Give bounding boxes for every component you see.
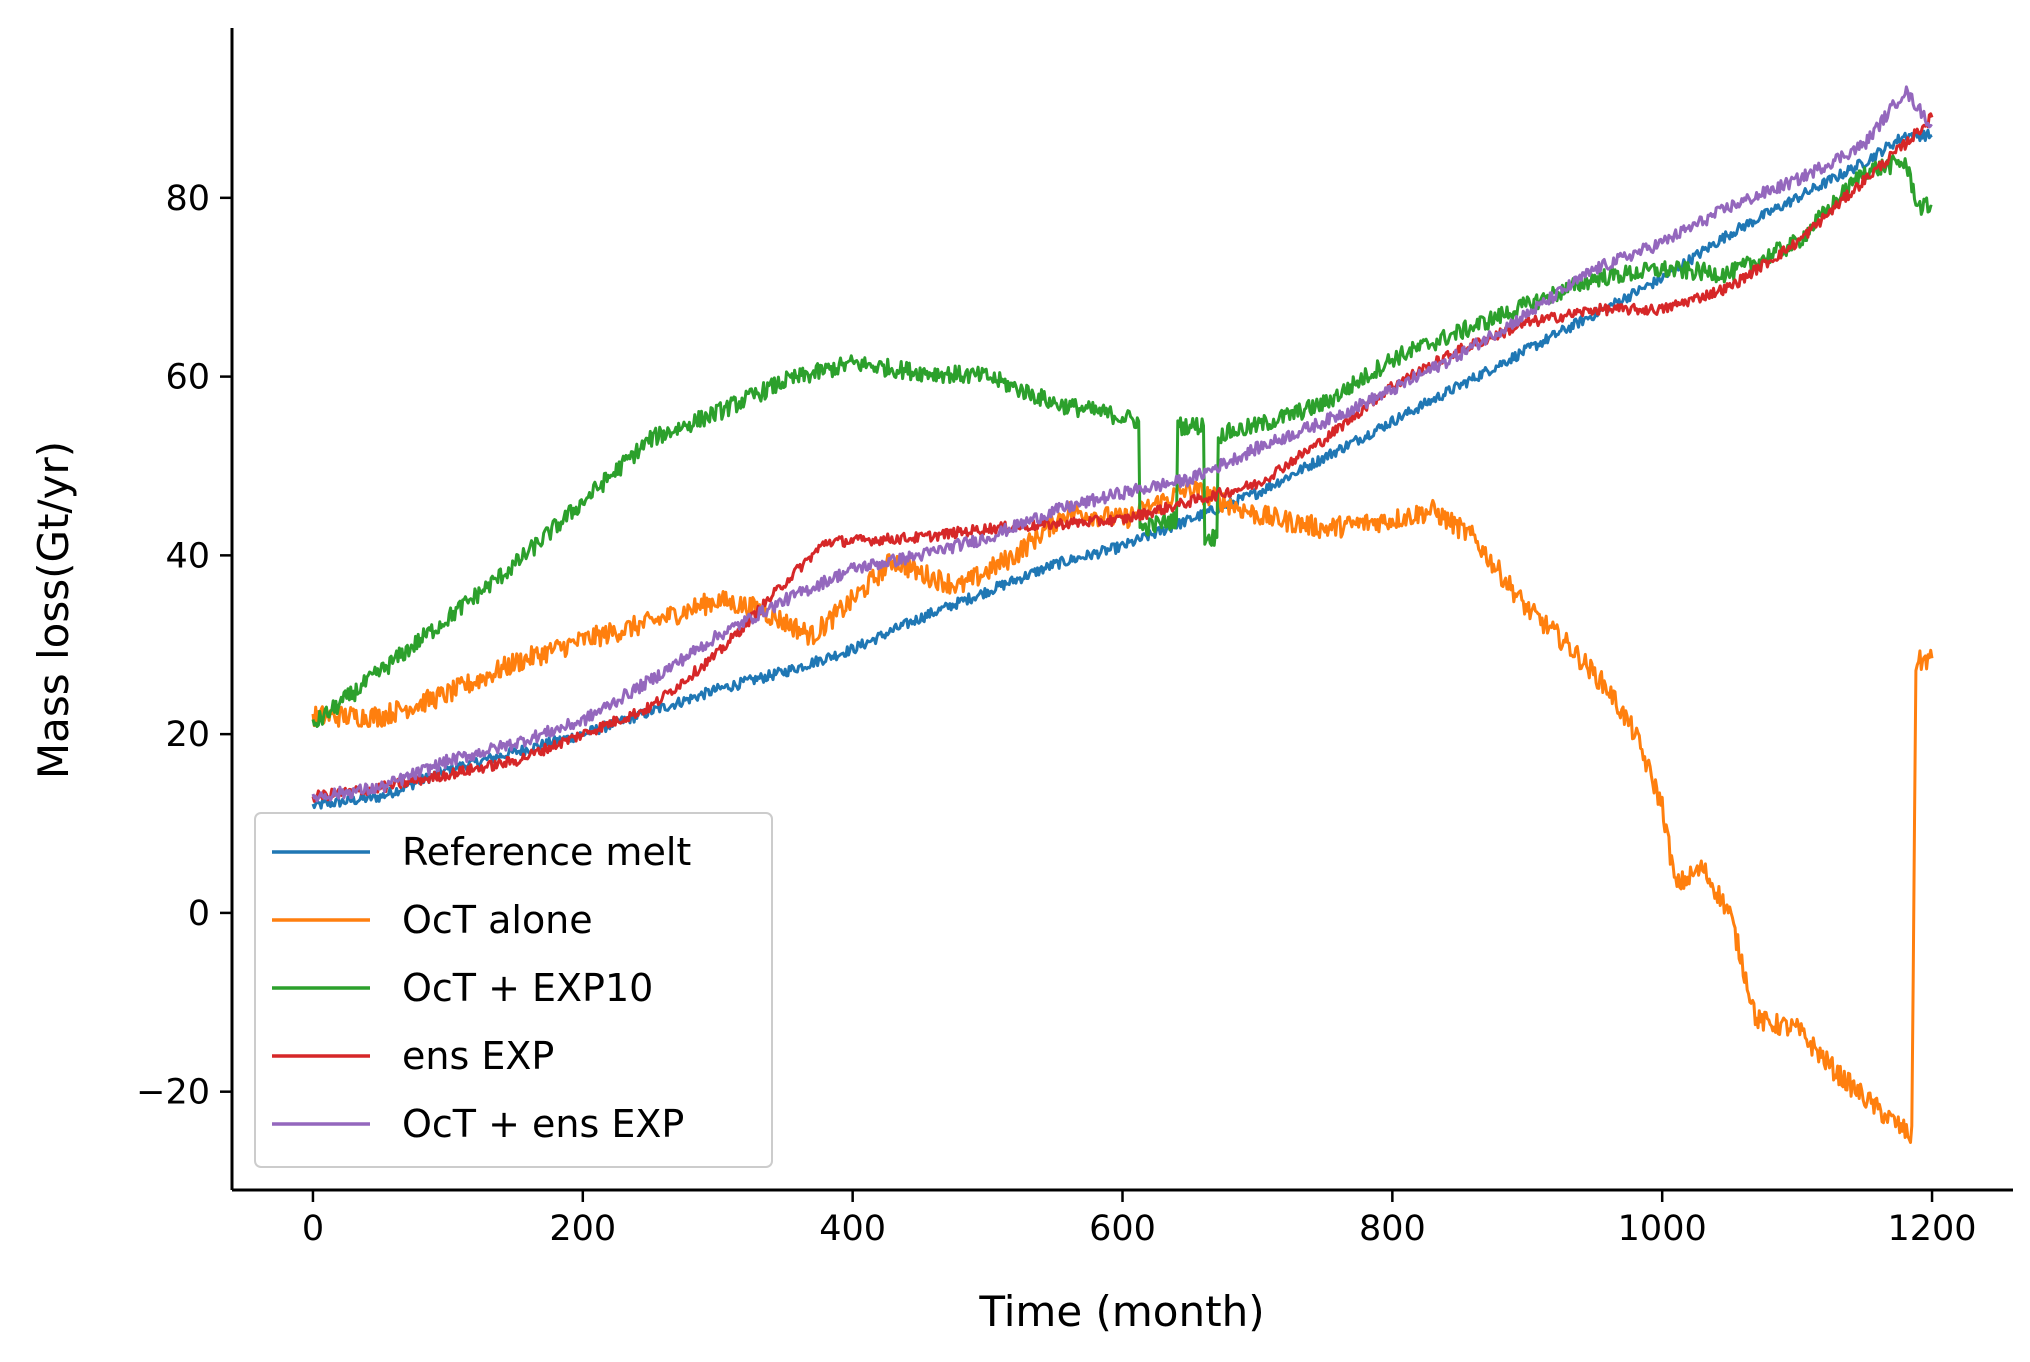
series-line-0 <box>311 128 1933 810</box>
x-axis-label: Time (month) <box>978 1287 1264 1336</box>
legend-label: ens EXP <box>402 1034 554 1078</box>
series-layer <box>311 85 1934 1144</box>
y-tick-label: 20 <box>165 715 210 755</box>
x-tick-label: 400 <box>819 1209 886 1249</box>
legend-label: OcT + ens EXP <box>402 1102 684 1146</box>
y-tick-label: 60 <box>165 358 210 398</box>
legend-frame <box>254 812 773 1168</box>
y-tick-label: −20 <box>136 1073 210 1113</box>
series-line-2 <box>311 154 1933 728</box>
x-ticks: 0 200 400 600 800 1000 1200 <box>302 1190 1977 1249</box>
x-tick-label: 1000 <box>1618 1209 1707 1249</box>
y-axis-label: Mass loss(Gt/yr) <box>29 441 78 779</box>
x-tick-label: 200 <box>549 1209 616 1249</box>
x-tick-label: 0 <box>302 1209 324 1249</box>
x-tick-label: 600 <box>1089 1209 1156 1249</box>
y-tick-label: 80 <box>165 179 210 219</box>
series-line-3 <box>311 112 1934 803</box>
legend-label: OcT + EXP10 <box>402 966 653 1010</box>
y-ticks: −20 0 20 40 60 80 <box>136 179 232 1113</box>
legend-label: OcT alone <box>402 898 593 942</box>
x-tick-label: 800 <box>1359 1209 1426 1249</box>
series-line-4 <box>311 85 1933 803</box>
y-tick-label: 0 <box>188 894 210 934</box>
legend-label: Reference melt <box>402 830 691 874</box>
legend: Reference melt OcT alone OcT + EXP10 ens EX… <box>254 812 773 1168</box>
x-tick-label: 1200 <box>1888 1209 1977 1249</box>
y-tick-label: 40 <box>165 536 210 576</box>
